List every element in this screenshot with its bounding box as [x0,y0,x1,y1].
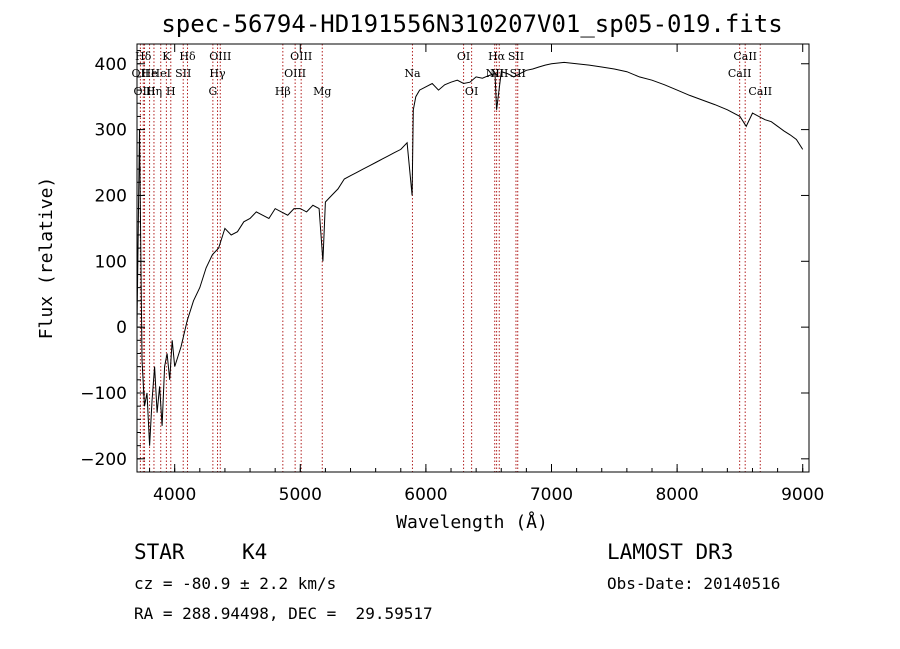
y-axis-label: Flux (relative) [36,177,57,340]
line-id-label: OII [132,67,150,80]
x-tick-label: 7000 [530,485,573,505]
line-id-label: SII [508,50,524,63]
chart-title: spec-56794-HD191556N310207V01_sp05-019.f… [161,10,782,38]
line-id-label: Hγ [209,67,226,80]
line-id-label: OI [457,50,470,63]
y-tick-label: 100 [95,252,127,272]
line-id-label: Na [404,67,421,80]
line-id-label: G [208,85,217,98]
line-id-label: Hα [488,50,506,63]
line-id-label: CaII [733,50,757,63]
line-id-label: OIII [209,50,231,63]
x-tick-label: 9000 [781,485,824,505]
series-layer [136,61,804,446]
spectrum-line [136,61,804,446]
line-id-label: K [162,50,171,63]
y-tick-label: 0 [116,318,127,338]
y-tick-label: 300 [95,121,127,141]
x-tick-label: 5000 [279,485,322,505]
x-tick-label: 8000 [655,485,698,505]
line-id-label: CaII [748,85,772,98]
line-id-label: Hδ [135,50,152,63]
line-id-label: He [142,67,158,80]
y-tick-label: 400 [95,55,127,75]
object-class: STAR [134,540,185,564]
y-tick-label: 200 [95,186,127,206]
line-id-label: Hβ [275,85,291,98]
plot-frame [136,43,810,473]
x-tick-label: 4000 [153,485,196,505]
obs-date-text: Obs-Date: 20140516 [607,574,781,593]
x-axis-label: Wavelength (Å) [396,511,548,533]
coords-text: RA = 288.94498, DEC = 29.59517 [134,604,433,623]
y-axis-ticks: −200 −100 0 100 200 300 400 [80,50,809,470]
line-id-label: OI [465,85,478,98]
line-id-label: HeI [151,67,171,80]
line-id-label: Hη [146,85,162,98]
y-tick-label: −100 [80,384,127,404]
line-id-label: OIII [284,67,306,80]
line-id-label: OIII [134,85,156,98]
survey-label: LAMOST DR3 [607,540,734,564]
x-axis-ticks: 4000 5000 6000 7000 8000 9000 [149,44,824,505]
y-tick-label: −200 [80,450,127,470]
line-id-label: SII [510,67,526,80]
redshift-text: cz = -80.9 ± 2.2 km/s [134,574,337,593]
line-id-label: Mg [313,85,331,98]
line-id-label: SII [175,67,191,80]
line-id-label: CaII [728,67,752,80]
line-id-label: Hδ [179,50,196,63]
subclass: K4 [242,540,268,564]
line-id-label: H [166,85,176,98]
line-id-label: OIII [290,50,312,63]
line-marker-layer [139,44,761,472]
x-tick-label: 6000 [404,485,447,505]
